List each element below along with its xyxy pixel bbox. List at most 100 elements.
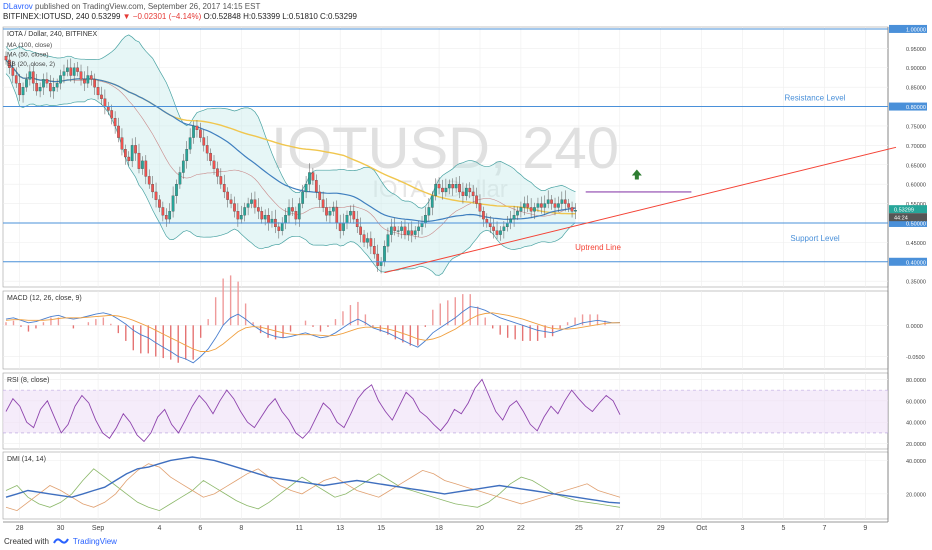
candle xyxy=(332,207,335,212)
tradingview-logo-icon xyxy=(53,538,69,544)
level-price-tag xyxy=(889,257,927,266)
candle xyxy=(89,75,93,80)
dmi-minus-line xyxy=(5,463,621,512)
ohlc-text: O:0.52848 H:0.53399 L:0.51810 C:0.53299 xyxy=(203,12,357,21)
candle xyxy=(127,156,131,162)
candle xyxy=(144,160,148,177)
candle xyxy=(270,218,274,224)
candle xyxy=(294,211,298,220)
time-axis-label: 7 xyxy=(822,525,826,532)
rsi-line xyxy=(5,378,621,443)
candle xyxy=(79,71,83,80)
rsi-band xyxy=(3,390,888,433)
time-axis-label: 29 xyxy=(657,525,665,532)
time-axis-label: 15 xyxy=(377,525,385,532)
main-pane-legend: BB (20, close, 2) xyxy=(7,61,55,68)
arrow-up-icon xyxy=(631,169,642,180)
candle xyxy=(4,55,8,61)
candle xyxy=(260,211,264,220)
candle xyxy=(130,145,134,162)
candle xyxy=(277,226,281,231)
candle xyxy=(512,215,516,220)
time-axis-label: 30 xyxy=(57,525,65,532)
time-axis-label: 25 xyxy=(575,525,583,532)
time-axis-label: 28 xyxy=(16,525,24,532)
time-axis-label: 9 xyxy=(863,525,867,532)
candle xyxy=(447,184,451,189)
candle xyxy=(488,222,492,228)
candle xyxy=(291,207,294,212)
candle xyxy=(318,191,322,200)
sub-axis-label: 80.0000 xyxy=(906,378,926,384)
candle xyxy=(464,187,468,196)
candle xyxy=(134,145,137,154)
author-name[interactable]: DLavrov xyxy=(3,2,33,11)
candle xyxy=(359,226,362,235)
candle xyxy=(444,187,448,193)
candle xyxy=(185,149,189,162)
candle xyxy=(14,75,18,84)
level-price-label: 0.80000 xyxy=(906,105,926,111)
last-price-tag xyxy=(889,205,927,214)
sub-pane-title: DMI (14, 14) xyxy=(7,456,46,463)
candle xyxy=(287,207,291,216)
price-axis-label: 0.65000 xyxy=(906,163,926,169)
candle xyxy=(267,215,270,224)
candle xyxy=(284,215,287,224)
candle xyxy=(83,79,86,84)
price-axis-label: 0.60000 xyxy=(906,183,926,189)
macd-signal-line xyxy=(5,312,620,352)
created-with-label: Created with xyxy=(4,536,49,546)
last-price: 0.53299 xyxy=(91,12,121,21)
countdown-tag xyxy=(889,213,927,222)
candle xyxy=(557,203,560,208)
candle xyxy=(471,191,475,196)
candle xyxy=(536,203,540,208)
candle xyxy=(526,203,530,208)
bollinger-basis-line xyxy=(5,59,576,238)
time-axis-label: 18 xyxy=(435,525,443,532)
time-axis-label: 27 xyxy=(616,525,624,532)
candle xyxy=(233,203,236,212)
main-pane-legend: MA (100, close) xyxy=(7,42,52,49)
candle xyxy=(205,145,209,154)
tradingview-brand[interactable]: TradingView xyxy=(72,536,117,546)
candle xyxy=(25,79,28,88)
candle xyxy=(171,195,175,212)
candle xyxy=(141,160,144,169)
candle xyxy=(345,215,349,224)
pane-frame-3 xyxy=(2,451,889,520)
candle xyxy=(69,67,73,76)
candle xyxy=(96,86,100,96)
candle xyxy=(383,246,386,262)
candle xyxy=(441,187,444,193)
candle xyxy=(478,203,482,212)
change-text: ▼ −0.02301 (−4.14%) xyxy=(122,12,202,21)
candle xyxy=(389,226,393,235)
candle xyxy=(308,172,311,185)
candle xyxy=(113,118,117,127)
candle xyxy=(563,199,567,204)
time-axis-label: 20 xyxy=(476,525,484,532)
chart-panes: 28 30 Sep 4 6 8 11 13 15 18 20 22 25 27 29 Oct 3 5 7 9 1.000… xyxy=(2,24,927,532)
candle xyxy=(106,106,110,111)
candle xyxy=(420,222,424,228)
candle xyxy=(243,207,247,216)
candle xyxy=(430,195,434,208)
candle xyxy=(246,203,250,208)
sub-axis-label: 20.0000 xyxy=(906,492,926,498)
candle xyxy=(369,238,373,247)
candle xyxy=(499,230,502,235)
candle xyxy=(362,234,366,243)
published-text: published on TradingView.com, September … xyxy=(35,2,261,11)
candle xyxy=(236,211,240,220)
time-axis-label: 5 xyxy=(782,525,786,532)
level-price-tag xyxy=(889,24,927,33)
candle xyxy=(509,218,513,224)
candle xyxy=(222,184,226,193)
macd-line xyxy=(5,306,621,364)
candle xyxy=(553,203,557,208)
sub-axis-label: 0.0000 xyxy=(906,324,923,330)
sub-pane-title: RSI (8, close) xyxy=(7,377,49,384)
candle xyxy=(516,211,519,216)
